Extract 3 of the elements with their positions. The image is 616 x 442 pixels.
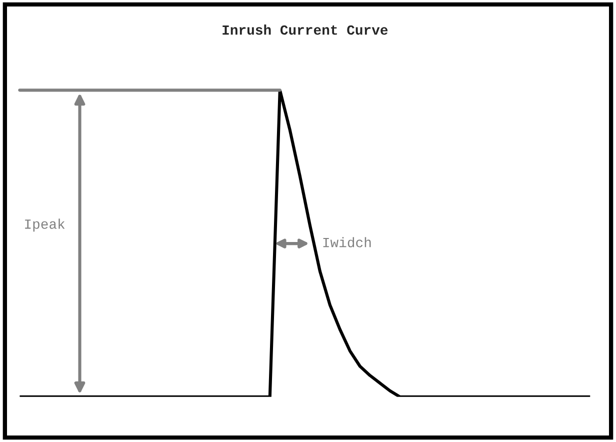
annotation: Ipeak <box>25 218 65 232</box>
annotation: Iwidch <box>323 237 371 248</box>
chart-title: Inrush Current Curve <box>222 24 388 35</box>
